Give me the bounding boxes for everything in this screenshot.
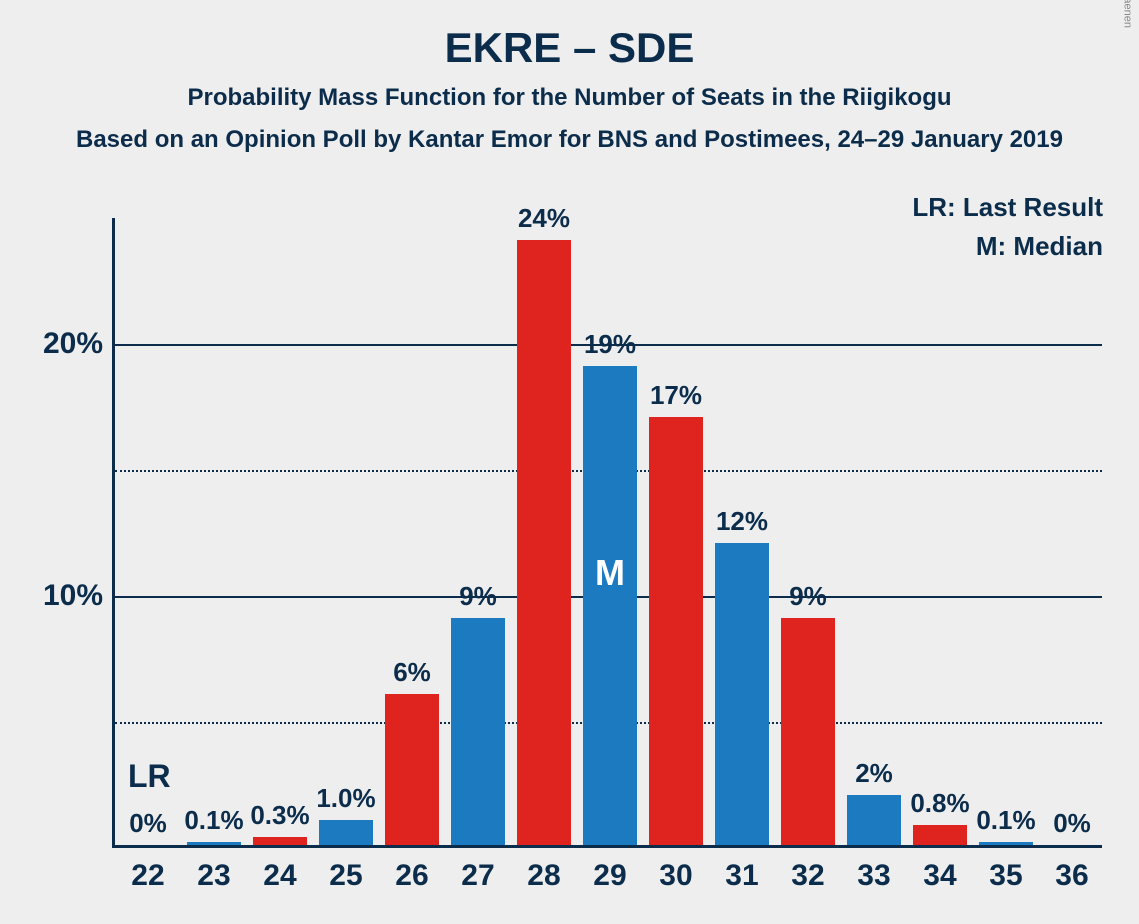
y-tick-label: 10% xyxy=(43,579,103,613)
bar-slot: 6%26 xyxy=(385,218,439,845)
x-tick-label: 23 xyxy=(197,859,230,893)
x-tick-label: 30 xyxy=(659,859,692,893)
bar-slot: 0%36 xyxy=(1045,218,1099,845)
bar-value-label: 0.3% xyxy=(250,800,309,831)
chart-plot-area: 10%20% 0%220.1%230.3%241.0%256%269%2724%… xyxy=(112,218,1102,848)
x-tick-label: 31 xyxy=(725,859,758,893)
x-tick-label: 26 xyxy=(395,859,428,893)
bar-value-label: 0.1% xyxy=(976,805,1035,836)
bars-container: 0%220.1%230.3%241.0%256%269%2724%28 19% M 2… xyxy=(115,218,1102,845)
bar-value-label: 19% xyxy=(584,329,636,360)
bar xyxy=(385,694,439,845)
bar-value-label: 0% xyxy=(129,808,167,839)
bar xyxy=(517,240,571,845)
bar-slot: 0.1%23 xyxy=(187,218,241,845)
chart-source: Based on an Opinion Poll by Kantar Emor … xyxy=(0,126,1139,154)
x-tick-label: 25 xyxy=(329,859,362,893)
bar xyxy=(979,842,1033,845)
bar-slot: 9%27 xyxy=(451,218,505,845)
x-tick-label: 32 xyxy=(791,859,824,893)
x-tick-label: 22 xyxy=(131,859,164,893)
bar-value-label: 9% xyxy=(789,581,827,612)
bar-slot: 2%33 xyxy=(847,218,901,845)
x-tick-label: 34 xyxy=(923,859,956,893)
bar-slot: 0.1%35 xyxy=(979,218,1033,845)
bar-slot: 19%M29 xyxy=(583,218,637,845)
x-tick-label: 24 xyxy=(263,859,296,893)
x-tick-label: 36 xyxy=(1055,859,1088,893)
bar-value-label: 9% xyxy=(459,581,497,612)
bar-value-label: 0.8% xyxy=(910,788,969,819)
bar-value-label: 17% xyxy=(650,380,702,411)
bar-slot: 17%30 xyxy=(649,218,703,845)
bar-slot: 24%28 xyxy=(517,218,571,845)
bar xyxy=(451,618,505,845)
bar-value-label: 1.0% xyxy=(316,783,375,814)
bar-value-label: 12% xyxy=(716,506,768,537)
chart-title: EKRE – SDE xyxy=(0,0,1139,72)
median-marker: M xyxy=(595,552,625,594)
bar-value-label: 0.1% xyxy=(184,805,243,836)
bar xyxy=(583,366,637,845)
bar-slot: 0.8%34 xyxy=(913,218,967,845)
x-tick-label: 33 xyxy=(857,859,890,893)
bar xyxy=(847,795,901,845)
page-root: © 2019 Filip van Laenen EKRE – SDE Proba… xyxy=(0,0,1139,924)
bar-value-label: 2% xyxy=(855,758,893,789)
x-tick-label: 28 xyxy=(527,859,560,893)
last-result-marker: LR xyxy=(128,758,171,795)
bar xyxy=(649,417,703,845)
x-tick-label: 29 xyxy=(593,859,626,893)
copyright-text: © 2019 Filip van Laenen xyxy=(1121,0,1133,28)
bar xyxy=(913,825,967,845)
x-tick-label: 35 xyxy=(989,859,1022,893)
bar-slot: 1.0%25 xyxy=(319,218,373,845)
x-tick-label: 27 xyxy=(461,859,494,893)
bar xyxy=(781,618,835,845)
bar xyxy=(253,837,307,845)
y-tick-label: 20% xyxy=(43,327,103,361)
bar-value-label: 0% xyxy=(1053,808,1091,839)
bar-slot: 0%22 xyxy=(121,218,175,845)
bar-slot: 0.3%24 xyxy=(253,218,307,845)
chart-subtitle: Probability Mass Function for the Number… xyxy=(0,84,1139,112)
bar xyxy=(187,842,241,845)
bar-slot: 12%31 xyxy=(715,218,769,845)
bar-value-label: 6% xyxy=(393,657,431,688)
bar-value-label: 24% xyxy=(518,203,570,234)
bar xyxy=(319,820,373,845)
bar xyxy=(715,543,769,845)
bar-slot: 9%32 xyxy=(781,218,835,845)
